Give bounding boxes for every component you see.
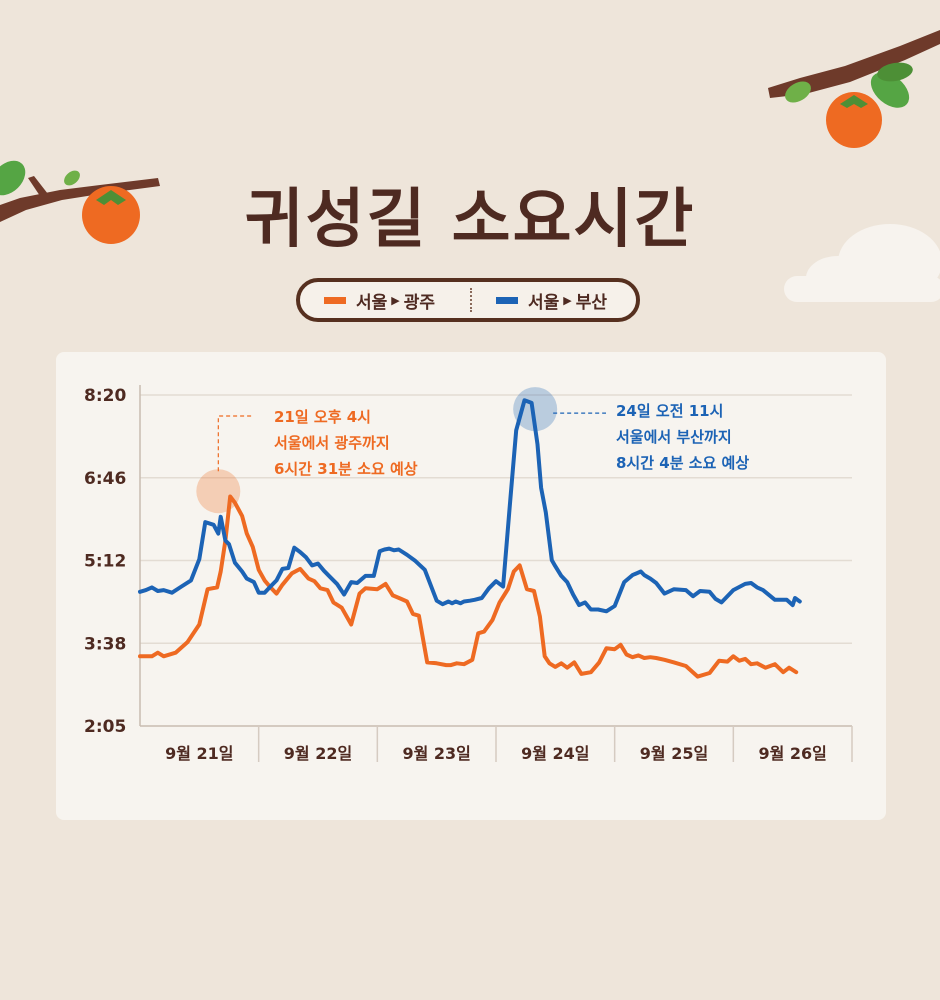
x-tick-label: 9월 21일 [165,744,233,763]
page-title: 귀성길 소요시간 [244,183,696,257]
cloud-illustration [784,224,940,302]
y-tick-label: 5:12 [84,552,126,572]
highlight-marker [513,387,558,432]
arrow-right-icon: ▶ [391,293,400,307]
persimmon-right-icon [826,92,882,148]
y-tick-label: 2:05 [84,717,126,737]
y-tick-label: 3:38 [84,634,126,654]
chart-panel: 8:20 6:46 5:12 3:38 2:05 9월 21일 9월 22일 9월 23일 9월… [56,352,886,820]
legend: 서울 ▶ 광주 서울 ▶ 부산 [296,278,640,322]
x-tick-label: 9월 24일 [521,744,589,763]
series-line-seoul-gwangju [138,494,799,679]
series-line-seoul-busan [138,398,802,614]
legend-divider [470,288,472,312]
legend-item-seoul-gwangju: 서울 ▶ 광주 [324,282,435,318]
highlight-marker [196,469,241,514]
annotation-text: 24일 오전 11시 [616,402,723,420]
annotation-text: 21일 오후 4시 [274,408,371,426]
line-chart: 8:20 6:46 5:12 3:38 2:05 9월 21일 9월 22일 9월 23일 9월… [84,385,853,763]
x-tick-label: 9월 26일 [758,744,826,763]
legend-swatch-blue [496,296,518,304]
y-tick-label: 8:20 [84,386,126,406]
persimmon-left-icon [82,186,140,244]
legend-from-label: 서울 [356,292,388,313]
x-tick-label: 9월 23일 [402,744,470,763]
arrow-right-icon: ▶ [563,293,572,307]
annotation-leader [217,415,253,472]
right-branch-illustration [768,30,940,148]
legend-to-label: 부산 [575,292,608,313]
legend-to-label: 광주 [403,292,436,313]
x-tick-label: 9월 25일 [640,744,708,763]
legend-from-label: 서울 [528,292,560,313]
legend-item-seoul-busan: 서울 ▶ 부산 [496,282,607,318]
left-branch-illustration [0,160,160,244]
annotation-text: 6시간 31분 소요 예상 [274,460,418,478]
y-tick-label: 6:46 [84,469,126,489]
annotation-text: 서울에서 광주까지 [274,434,390,452]
x-tick-label: 9월 22일 [284,744,352,763]
annotation-text: 8시간 4분 소요 예상 [616,454,749,472]
annotation-text: 서울에서 부산까지 [616,428,732,446]
legend-swatch-orange [324,296,346,304]
